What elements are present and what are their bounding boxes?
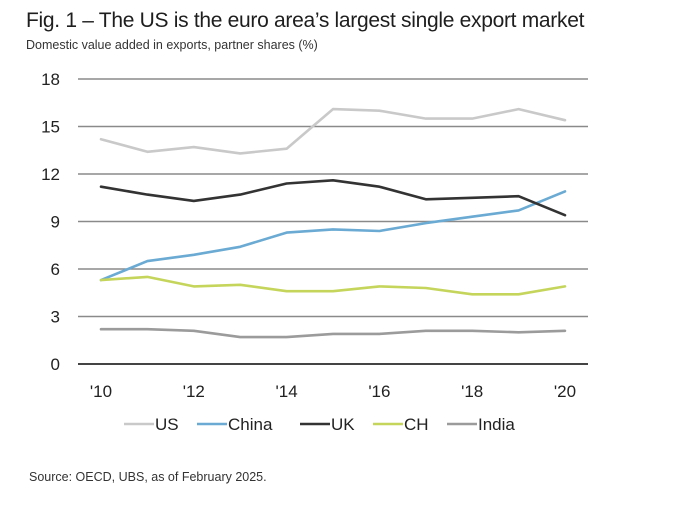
y-tick-label: 3 (51, 308, 60, 327)
source-note: Source: OECD, UBS, as of February 2025. (29, 470, 267, 484)
legend-label: UK (331, 415, 355, 434)
y-tick-label: 9 (51, 213, 60, 232)
y-tick-label: 18 (41, 70, 60, 89)
chart-subtitle: Domestic value added in exports, partner… (26, 38, 318, 52)
x-tick-label: '16 (368, 382, 390, 401)
y-axis-ticks: 0 3 6 9 12 15 18 (41, 70, 60, 374)
y-tick-label: 0 (51, 355, 60, 374)
x-tick-label: '18 (461, 382, 483, 401)
x-tick-label: '14 (276, 382, 298, 401)
legend-item-india: India (447, 415, 515, 434)
series-line-india (99, 327, 567, 339)
legend-item-us: US (124, 415, 179, 434)
legend-label: CH (404, 415, 429, 434)
x-axis-ticks: '10 '12 '14 '16 '18 '20 (90, 382, 576, 401)
legend: US China UK CH India (124, 415, 515, 434)
series-lines (99, 107, 567, 339)
y-tick-label: 12 (41, 165, 60, 184)
legend-item-china: China (197, 415, 273, 434)
x-tick-label: '10 (90, 382, 112, 401)
x-tick-label: '20 (554, 382, 576, 401)
legend-label: India (478, 415, 515, 434)
series-line-us (99, 107, 567, 155)
legend-item-uk: UK (300, 415, 355, 434)
series-line-china (99, 190, 567, 282)
legend-label: China (228, 415, 273, 434)
chart-title: Fig. 1 – The US is the euro area’s large… (26, 9, 585, 32)
x-tick-label: '12 (183, 382, 205, 401)
legend-label: US (155, 415, 179, 434)
legend-item-ch: CH (373, 415, 429, 434)
series-line-ch (99, 275, 567, 296)
gridlines (78, 78, 588, 365)
y-tick-label: 15 (41, 118, 60, 137)
y-tick-label: 6 (51, 260, 60, 279)
series-line-uk (99, 179, 567, 217)
